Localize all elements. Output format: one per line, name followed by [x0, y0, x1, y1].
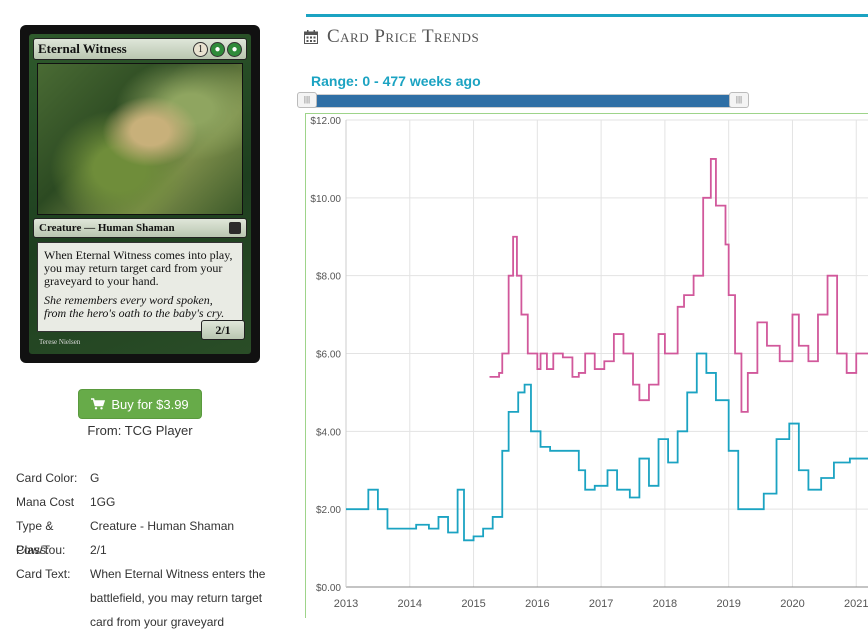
x-tick-label: 2013	[334, 598, 358, 610]
x-tick-label: 2016	[525, 598, 549, 610]
detail-value: Creature - Human Shaman	[90, 519, 235, 533]
detail-label: Type & Class:	[16, 519, 54, 557]
detail-value: G	[90, 471, 100, 485]
green-mana-icon: ●	[227, 41, 242, 57]
range-slider-start-handle[interactable]: |||	[297, 92, 317, 108]
detail-value: 1GG	[90, 495, 116, 509]
detail-label: Pow/Tou:	[16, 543, 66, 557]
y-tick-label: $10.00	[310, 194, 341, 205]
section-header: Card Price Trends	[304, 26, 479, 48]
mana-cost: 1 ● ●	[193, 41, 242, 57]
detail-row: Type & Class: Creature - Human Shaman	[16, 514, 270, 557]
x-tick-label: 2021	[844, 598, 868, 610]
card-text-box: When Eternal Witness comes into play, yo…	[37, 242, 243, 332]
y-tick-label: $0.00	[316, 583, 341, 594]
detail-label: Card Text:	[16, 567, 71, 581]
detail-row: Pow/Tou: 2/1	[16, 538, 270, 562]
card-details: Card Color: G Mana Cost 1GG Type & Class…	[16, 466, 270, 634]
card-type-text: Creature — Human Shaman	[39, 222, 175, 234]
x-tick-label: 2019	[716, 598, 740, 610]
card-name: Eternal Witness	[38, 41, 127, 56]
card-title-bar: Eternal Witness 1 ● ●	[33, 38, 247, 60]
green-mana-icon: ●	[210, 41, 225, 57]
detail-value: When Eternal Witness enters the battlefi…	[90, 567, 266, 629]
range-slider[interactable]: ||| |||	[297, 92, 749, 108]
card-art	[37, 63, 243, 215]
detail-label: Card Color:	[16, 471, 78, 485]
detail-row: Card Text: When Eternal Witness enters t…	[16, 562, 270, 634]
section-title: Card Price Trends	[327, 26, 480, 47]
card-frame: Eternal Witness 1 ● ● Creature — Human S…	[29, 34, 251, 354]
y-tick-label: $8.00	[316, 272, 341, 283]
detail-row: Card Color: G	[16, 466, 270, 490]
card-flavor-text: She remembers every word spoken, from th…	[44, 293, 225, 320]
y-tick-label: $12.00	[310, 116, 341, 127]
set-symbol-icon	[229, 222, 241, 234]
range-label: Range: 0 - 477 weeks ago	[311, 73, 481, 89]
buy-button[interactable]: Buy for $3.99	[78, 389, 202, 419]
generic-mana-icon: 1	[193, 41, 208, 57]
vendor-label: From: TCG Player	[87, 423, 193, 438]
x-tick-label: 2014	[398, 598, 422, 610]
shopping-cart-icon	[91, 398, 106, 410]
card-type-line: Creature — Human Shaman	[33, 218, 247, 238]
x-tick-label: 2015	[461, 598, 485, 610]
y-tick-label: $6.00	[316, 350, 341, 361]
detail-value: 2/1	[90, 543, 107, 557]
x-tick-label: 2018	[653, 598, 677, 610]
y-tick-label: $2.00	[316, 505, 341, 516]
y-tick-label: $4.00	[316, 427, 341, 438]
card-image: Eternal Witness 1 ● ● Creature — Human S…	[20, 25, 260, 363]
detail-label: Mana Cost	[16, 495, 75, 509]
card-power-toughness: 2/1	[201, 320, 245, 340]
x-tick-label: 2020	[780, 598, 804, 610]
x-tick-label: 2017	[589, 598, 613, 610]
price-series-0	[489, 158, 868, 413]
price-series-1	[346, 352, 868, 542]
section-divider	[306, 14, 868, 17]
card-artist: Terese Nielsen	[39, 338, 81, 346]
range-slider-end-handle[interactable]: |||	[729, 92, 749, 108]
buy-button-label: Buy for $3.99	[111, 396, 189, 412]
detail-row: Mana Cost 1GG	[16, 490, 270, 514]
price-chart-svg: $0.00 $2.00 $4.00 $6.00 $8.00 $10.00 $12.00 201…	[310, 116, 868, 610]
calendar-icon	[304, 30, 318, 44]
price-chart: $0.00 $2.00 $4.00 $6.00 $8.00 $10.00 $12.00 201…	[305, 113, 868, 618]
card-rules-text: When Eternal Witness comes into play, yo…	[44, 248, 233, 288]
